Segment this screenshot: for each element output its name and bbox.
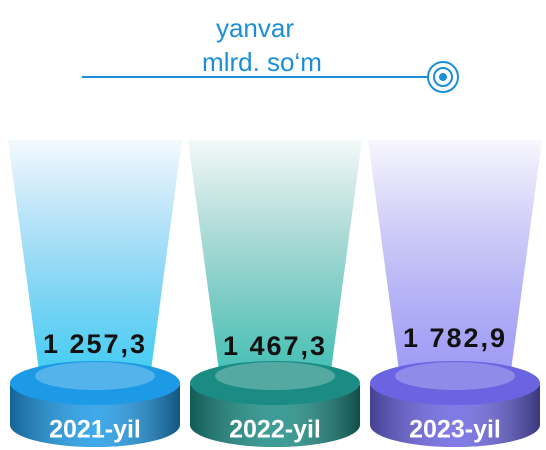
value-label: 1 257,3 — [43, 329, 147, 359]
light-beam — [8, 140, 182, 378]
light-beam — [188, 140, 362, 378]
pedestal-top-inner — [35, 362, 155, 390]
category-label: 2023-yil — [409, 416, 501, 444]
chart-title: yanvar — [216, 13, 294, 43]
value-label: 1 467,3 — [223, 331, 327, 361]
pedestal-top-inner — [395, 362, 515, 390]
pedestal-top-inner — [215, 362, 335, 390]
category-label: 2022-yil — [229, 416, 321, 444]
rule-end — [439, 73, 447, 81]
light-beam — [368, 140, 542, 378]
pedestal-top — [370, 361, 540, 405]
category-label: 2021-yil — [49, 416, 141, 444]
pedestal-top — [190, 361, 360, 405]
rule-end — [427, 61, 459, 93]
rule-end — [433, 67, 453, 87]
pedestal-top — [10, 361, 180, 405]
value-label: 1 782,9 — [403, 323, 507, 353]
chart-subtitle: mlrd. so‘m — [202, 47, 322, 77]
